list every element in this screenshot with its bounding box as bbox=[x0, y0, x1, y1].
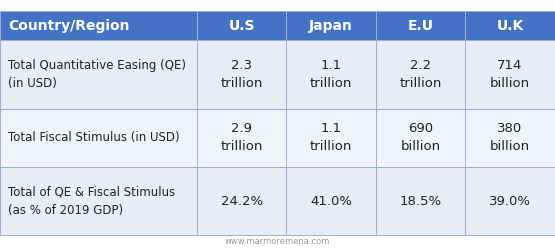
Text: E.U: E.U bbox=[407, 19, 433, 33]
FancyBboxPatch shape bbox=[0, 11, 197, 40]
Text: Total of QE & Fiscal Stimulus
(as % of 2019 GDP): Total of QE & Fiscal Stimulus (as % of 2… bbox=[8, 186, 175, 217]
Text: 1.1
trillion: 1.1 trillion bbox=[310, 59, 352, 90]
FancyBboxPatch shape bbox=[286, 40, 376, 109]
FancyBboxPatch shape bbox=[286, 11, 376, 40]
Text: www.marmoremena.com: www.marmoremena.com bbox=[225, 237, 330, 246]
FancyBboxPatch shape bbox=[197, 11, 286, 40]
Text: U.S: U.S bbox=[229, 19, 255, 33]
FancyBboxPatch shape bbox=[465, 11, 555, 40]
FancyBboxPatch shape bbox=[465, 40, 555, 109]
Text: 2.9
trillion: 2.9 trillion bbox=[220, 122, 263, 153]
FancyBboxPatch shape bbox=[0, 109, 197, 167]
Text: 2.2
trillion: 2.2 trillion bbox=[399, 59, 442, 90]
Text: 2.3
trillion: 2.3 trillion bbox=[220, 59, 263, 90]
Text: 39.0%: 39.0% bbox=[489, 194, 531, 208]
FancyBboxPatch shape bbox=[376, 11, 465, 40]
FancyBboxPatch shape bbox=[465, 167, 555, 235]
FancyBboxPatch shape bbox=[197, 109, 286, 167]
Text: Total Fiscal Stimulus (in USD): Total Fiscal Stimulus (in USD) bbox=[8, 131, 179, 144]
Text: Country/Region: Country/Region bbox=[8, 19, 129, 33]
Text: U.K: U.K bbox=[496, 19, 524, 33]
FancyBboxPatch shape bbox=[0, 167, 197, 235]
Text: 41.0%: 41.0% bbox=[310, 194, 352, 208]
FancyBboxPatch shape bbox=[465, 109, 555, 167]
Text: 690
billion: 690 billion bbox=[400, 122, 441, 153]
Text: Total Quantitative Easing (QE)
(in USD): Total Quantitative Easing (QE) (in USD) bbox=[8, 59, 186, 90]
FancyBboxPatch shape bbox=[376, 167, 465, 235]
Text: 18.5%: 18.5% bbox=[400, 194, 441, 208]
FancyBboxPatch shape bbox=[376, 40, 465, 109]
FancyBboxPatch shape bbox=[197, 40, 286, 109]
FancyBboxPatch shape bbox=[197, 167, 286, 235]
FancyBboxPatch shape bbox=[286, 109, 376, 167]
FancyBboxPatch shape bbox=[286, 167, 376, 235]
FancyBboxPatch shape bbox=[0, 40, 197, 109]
FancyBboxPatch shape bbox=[376, 109, 465, 167]
Text: 380
billion: 380 billion bbox=[490, 122, 530, 153]
Text: 714
billion: 714 billion bbox=[490, 59, 530, 90]
Text: 24.2%: 24.2% bbox=[221, 194, 263, 208]
Text: 1.1
trillion: 1.1 trillion bbox=[310, 122, 352, 153]
Text: Japan: Japan bbox=[309, 19, 353, 33]
